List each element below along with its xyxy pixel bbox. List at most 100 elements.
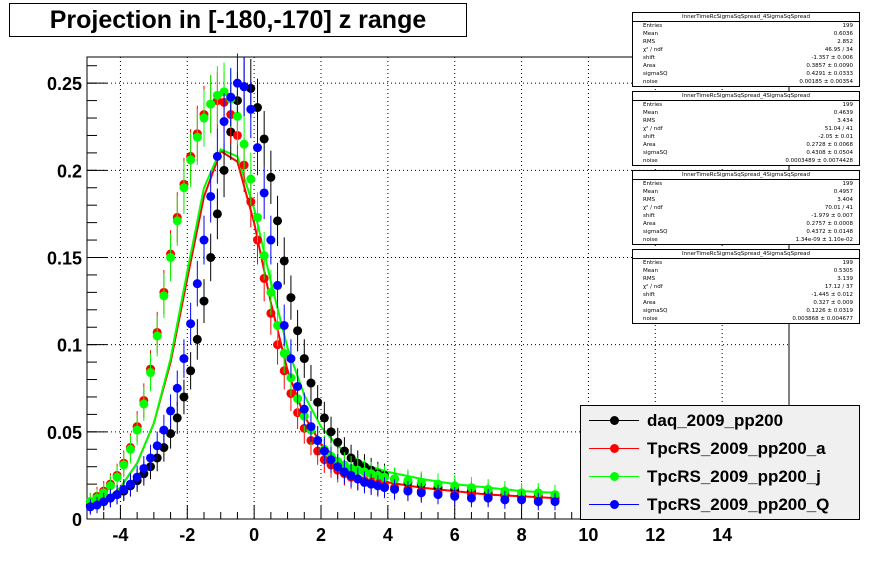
x-tick-label: 0: [249, 525, 259, 545]
stat-row: χ² / ndf 51.04 / 41: [633, 125, 859, 133]
stat-value: 0.0003489 ± 0.0074428: [785, 158, 853, 164]
data-point: [319, 446, 329, 456]
stat-value: 0.4372 ± 0.0148: [806, 229, 853, 235]
stat-row: shift -2.05 ± 0.01: [633, 133, 859, 141]
stat-box: InnerTimeRcSigmaSqSpread_4SigmaSqSpread E…: [632, 249, 860, 324]
data-point: [313, 436, 323, 446]
data-point: [299, 354, 309, 364]
data-point: [339, 446, 349, 456]
data-point: [259, 251, 269, 261]
stat-value: 2.852: [837, 39, 853, 45]
data-point: [293, 382, 303, 392]
stat-label: χ² / ndf: [643, 126, 663, 132]
stat-label: shift: [643, 292, 655, 298]
chart-title: Projection in [-180,-170] z range: [49, 5, 427, 34]
data-point: [192, 279, 202, 289]
stat-label: noise: [643, 158, 658, 164]
legend-item-tpcrs-q: TpcRS_2009_pp200_Q: [581, 492, 859, 517]
data-point: [306, 378, 316, 388]
stat-label: Area: [643, 142, 656, 148]
stat-label: Mean: [643, 31, 658, 37]
x-tick-label: -2: [179, 525, 195, 545]
stat-row: shift -1.445 ± 0.012: [633, 291, 859, 299]
data-point: [433, 479, 443, 489]
data-point: [159, 425, 169, 435]
data-point: [206, 252, 216, 262]
stat-label: RMS: [643, 39, 656, 45]
data-points: [85, 53, 560, 515]
stat-row: sigmaSQ 0.4308 ± 0.0504: [633, 149, 859, 157]
data-point: [293, 326, 303, 336]
stat-row: RMS 3.434: [633, 117, 859, 125]
data-point: [112, 472, 122, 482]
stat-value: 3.434: [837, 118, 853, 124]
stat-label: noise: [643, 237, 658, 243]
data-point: [266, 172, 276, 182]
stat-value: 199: [842, 181, 854, 187]
data-point: [339, 467, 349, 477]
stat-value: 199: [842, 260, 854, 266]
stat-label: sigmaSQ: [643, 150, 668, 156]
stat-row: sigmaSQ 0.1226 ± 0.0319: [633, 307, 859, 315]
legend-item-tpcrs-a: TpcRS_2009_pp200_a: [581, 436, 859, 461]
data-point: [219, 165, 229, 175]
stat-row: sigmaSQ 0.4291 ± 0.0333: [633, 70, 859, 78]
legend-label: TpcRS_2009_pp200_j: [647, 466, 821, 486]
data-point: [232, 78, 242, 88]
data-point: [226, 92, 236, 102]
data-point: [403, 476, 413, 486]
stat-box: InnerTimeRcSigmaSqSpread_4SigmaSqSpread E…: [632, 12, 860, 87]
stat-value: 1.34e-09 ± 1.10e-02: [795, 237, 853, 243]
data-point: [279, 348, 289, 358]
stat-value: 0.5305: [833, 268, 853, 274]
stat-row: noise 0.00185 ± 0.00354: [633, 78, 859, 86]
legend: daq_2009_pp200 TpcRS_2009_pp200_a TpcRS_…: [580, 405, 860, 520]
data-point: [259, 188, 269, 198]
data-point: [517, 495, 527, 505]
data-point: [246, 174, 256, 184]
x-tick-label: 6: [450, 525, 460, 545]
data-point: [273, 320, 283, 330]
y-tick-label: 0.15: [47, 248, 82, 268]
data-point: [172, 216, 182, 226]
stat-label: χ² / ndf: [643, 205, 663, 211]
data-point: [159, 291, 169, 301]
stat-row: RMS 2.852: [633, 38, 859, 46]
stat-box: InnerTimeRcSigmaSqSpread_4SigmaSqSpread E…: [632, 170, 860, 245]
stat-value: 0.2757 ± 0.0008: [806, 221, 853, 227]
x-tick-label: -4: [112, 525, 128, 545]
data-point: [533, 497, 543, 507]
data-point: [166, 406, 176, 416]
data-point: [450, 481, 460, 491]
stat-value: 3.139: [837, 276, 853, 282]
stat-row: RMS 3.139: [633, 275, 859, 283]
data-point: [326, 427, 336, 437]
stat-label: noise: [643, 316, 658, 322]
data-point: [319, 413, 329, 423]
stat-row: sigmaSQ 0.4372 ± 0.0148: [633, 228, 859, 236]
y-tick-label: 0.25: [47, 74, 82, 94]
data-point: [212, 151, 222, 161]
data-point: [125, 479, 135, 489]
stat-label: Area: [643, 221, 656, 227]
data-point: [273, 280, 283, 290]
stat-row: Area 0.3857 ± 0.0090: [633, 62, 859, 70]
y-tick-label: 0: [72, 510, 82, 530]
stat-label: χ² / ndf: [643, 47, 663, 53]
stat-value: 0.4308 ± 0.0504: [806, 150, 853, 156]
stat-row: χ² / ndf 17.12 / 37: [633, 283, 859, 291]
stat-label: Mean: [643, 268, 658, 274]
data-point: [152, 441, 162, 451]
x-tick-label: 14: [712, 525, 732, 545]
data-point: [146, 453, 156, 463]
data-point: [326, 455, 336, 465]
stat-label: Entries: [643, 102, 663, 108]
data-point: [333, 437, 343, 447]
stat-label: sigmaSQ: [643, 308, 668, 314]
stat-value: -1.357 ± 0.006: [811, 55, 853, 61]
legend-marker: [589, 464, 639, 489]
stat-box-title: InnerTimeRcSigmaSqSpread_4SigmaSqSpread: [633, 92, 859, 101]
stat-row: Mean 0.6036: [633, 30, 859, 38]
data-point: [99, 497, 109, 507]
data-point: [192, 132, 202, 142]
